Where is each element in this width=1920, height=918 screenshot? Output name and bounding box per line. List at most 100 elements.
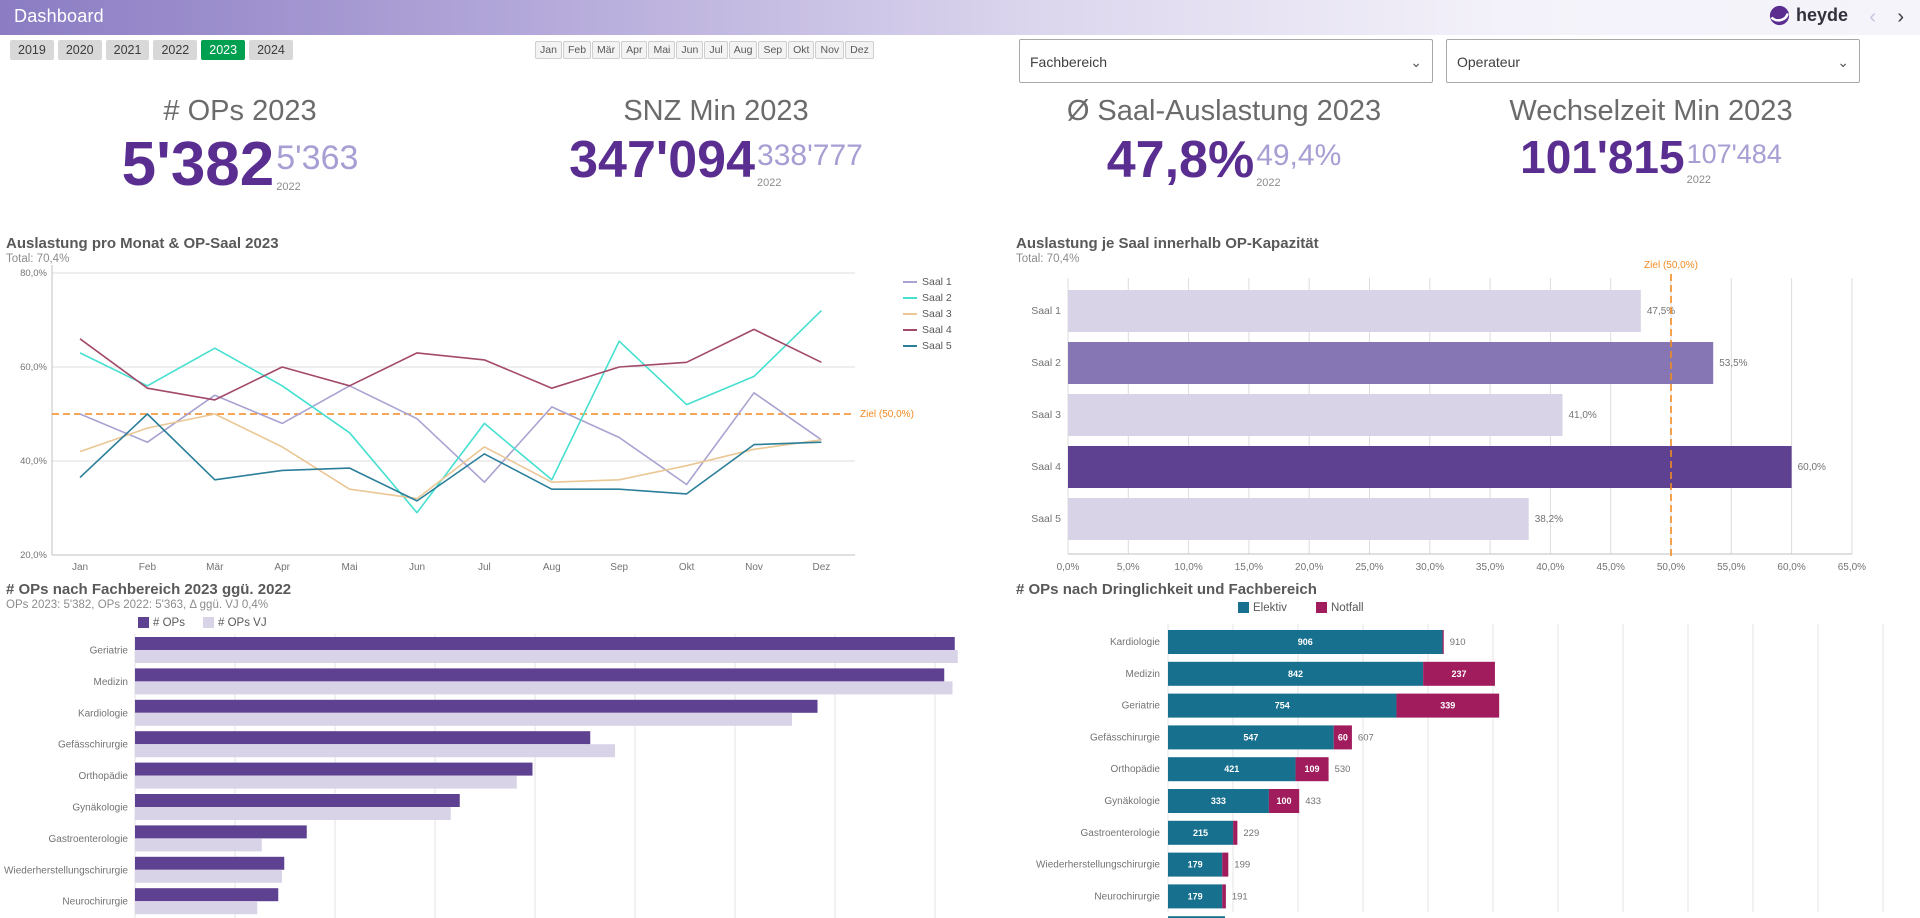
month-button-jan[interactable]: Jan (535, 41, 562, 59)
line-saal-3[interactable] (79, 413, 822, 500)
legend-item-saal-4[interactable]: Saal 4 (903, 324, 952, 336)
legend-item-notfall[interactable]: Notfall (1316, 602, 1364, 614)
month-button-nov[interactable]: Nov (815, 41, 845, 59)
line-chart-pane: Auslastung pro Monat & OP-Saal 2023 Tota… (0, 232, 1010, 578)
segment-gastroenterologie-notfall[interactable] (1233, 820, 1238, 845)
kpi-prev-label: 2022 (757, 177, 782, 189)
kpi-saal-auslastung: Ø Saal-Auslastung 2023 47,8% 49,4% 2022 (1024, 95, 1424, 189)
bar-geriatrie-ops[interactable] (135, 637, 955, 650)
line-saal-5[interactable] (79, 413, 822, 502)
line-saal-1[interactable] (79, 385, 822, 486)
bar-gynakologie-ops[interactable] (135, 794, 460, 807)
bar-gefasschirurgie-ops-vj[interactable] (135, 744, 615, 758)
bar-kardiologie-ops-vj[interactable] (135, 712, 792, 726)
segment-gynakologie-elektiv[interactable] (1168, 789, 1269, 813)
year-button-2019[interactable]: 2019 (10, 40, 54, 60)
month-button-feb[interactable]: Feb (562, 41, 592, 59)
bar-saal-4[interactable] (1068, 446, 1792, 488)
bar-saal-1[interactable] (1068, 290, 1641, 332)
month-button-mai[interactable]: Mai (648, 41, 676, 59)
year-button-2023[interactable]: 2023 (201, 40, 246, 60)
bar-neurochirurgie-ops[interactable] (135, 888, 279, 902)
legend-item-ops[interactable]: # OPs (138, 617, 185, 629)
category-label: Gefässchirurgie (1090, 732, 1160, 743)
line-chart: 80,0% 60,0% 40,0% 20,0% Jan Feb Mär Apr Mai Jun Ju… (20, 265, 952, 573)
year-button-2022[interactable]: 2022 (153, 40, 198, 60)
legend-item-saal-3[interactable]: Saal 3 (903, 308, 952, 320)
bar-saal-2[interactable] (1068, 342, 1714, 384)
segment-orthopadie-elektiv[interactable] (1168, 757, 1296, 782)
segment-kardiologie-notfall[interactable] (1442, 630, 1444, 654)
bar-wiederherstellungschirurgie-ops-vj[interactable] (135, 869, 282, 883)
month-button-apr[interactable]: Apr (621, 41, 648, 59)
bar-gastroenterologie-ops-vj[interactable] (135, 838, 262, 852)
segment-medizin-notfall[interactable] (1423, 661, 1495, 686)
segment-medizin-elektiv[interactable] (1168, 661, 1424, 686)
month-button-jul[interactable]: Jul (704, 41, 728, 59)
line-saal-2[interactable] (79, 310, 822, 514)
category-label: Kardiologie (78, 708, 128, 719)
bar-neurochirurgie-ops-vj[interactable] (135, 901, 258, 915)
bar-wiederherstellungschirurgie-ops[interactable] (135, 856, 285, 870)
month-button-dez[interactable]: Dez (845, 41, 874, 59)
segment-neurochirurgie-notfall[interactable] (1222, 884, 1226, 909)
segment-wiederherstellungschirurgie-notfall[interactable] (1222, 852, 1229, 877)
year-button-2020[interactable]: 2020 (57, 40, 102, 60)
category-label: Medizin (1126, 669, 1160, 680)
year-button-2024[interactable]: 2024 (249, 40, 293, 60)
month-button-aug[interactable]: Aug (728, 41, 758, 59)
kpi-prev-label: 2022 (276, 181, 301, 193)
month-button-mar[interactable]: Mär (592, 41, 621, 59)
category-label: Wiederherstellungschirurgie (4, 865, 128, 876)
bar-kardiologie-ops[interactable] (135, 699, 818, 713)
kpi-prev-value: 49,4% (1256, 139, 1342, 172)
bar-saal-3[interactable] (1068, 394, 1563, 436)
kpi-title: Ø Saal-Auslastung 2023 (1066, 95, 1382, 127)
month-button-jun[interactable]: Jun (676, 41, 704, 59)
year-button-2021[interactable]: 2021 (105, 40, 150, 60)
bar-medizin-ops-vj[interactable] (135, 681, 953, 695)
total-label: 199 (1234, 860, 1250, 871)
chevron-down-icon: ⌄ (1837, 54, 1849, 70)
month-button-sep[interactable]: Sep (758, 41, 788, 59)
segment-gefasschirurgie-notfall[interactable] (1333, 725, 1352, 750)
bar-orthopadie-ops-vj[interactable] (135, 775, 517, 789)
segment-value-label: 237 (1452, 669, 1467, 679)
segment-geriatrie-notfall[interactable] (1396, 693, 1500, 718)
month-button-okt[interactable]: Okt (788, 41, 815, 59)
operateur-select[interactable]: Operateur ⌄ (1446, 39, 1860, 83)
legend-item-saal-2[interactable]: Saal 2 (903, 292, 952, 304)
category-label: Kardiologie (1110, 637, 1160, 648)
segment-geriatrie-elektiv[interactable] (1168, 693, 1397, 718)
fachbereich-select[interactable]: Fachbereich ⌄ (1019, 39, 1433, 83)
segment-gynakologie-notfall[interactable] (1268, 789, 1300, 813)
kpi-ops: # OPs 2023 5'382 5'363 2022 (40, 95, 440, 195)
line-saal-4[interactable] (79, 328, 822, 401)
segment-value-label: 842 (1288, 669, 1303, 679)
segment-wiederherstellungschirurgie-elektiv[interactable] (1168, 852, 1223, 877)
segment-neurochirurgie-elektiv[interactable] (1168, 884, 1223, 909)
legend-label: Saal 2 (922, 292, 952, 304)
bar-orthopadie-ops[interactable] (135, 762, 533, 776)
legend-item-elektiv[interactable]: Elektiv (1238, 602, 1287, 614)
legend-item-saal-1[interactable]: Saal 1 (903, 276, 952, 288)
segment-gefasschirurgie-elektiv[interactable] (1168, 725, 1334, 750)
bar-medizin-ops[interactable] (135, 668, 945, 682)
segment-gastroenterologie-elektiv[interactable] (1168, 820, 1234, 845)
nav-back-icon[interactable]: ‹ (1869, 6, 1876, 28)
x-axis-tick: 65,0% (1838, 562, 1866, 573)
legend-item-ops-vj[interactable]: # OPs VJ (203, 617, 267, 629)
chart-subtitle: OPs 2023: 5'382, OPs 2022: 5'363, Δ ggü.… (6, 599, 269, 611)
segment-orthopadie-notfall[interactable] (1295, 757, 1329, 782)
bar-gastroenterologie-ops[interactable] (135, 825, 307, 839)
bar-gynakologie-ops-vj[interactable] (135, 807, 451, 820)
bar-gefasschirurgie-ops[interactable] (135, 731, 591, 745)
bar-saal-5[interactable] (1068, 498, 1529, 540)
bar-geriatrie-ops-vj[interactable] (135, 650, 958, 663)
month-filter-group: Jan Feb Mär Apr Mai Jun Jul Aug Sep Okt Nov Dez (535, 41, 874, 59)
segment-kardiologie-elektiv[interactable] (1168, 630, 1443, 654)
nav-forward-icon[interactable]: › (1897, 6, 1904, 28)
legend-swatch (138, 617, 149, 628)
legend-item-saal-5[interactable]: Saal 5 (903, 340, 952, 352)
segment-row-9-elektiv[interactable] (1168, 916, 1225, 918)
